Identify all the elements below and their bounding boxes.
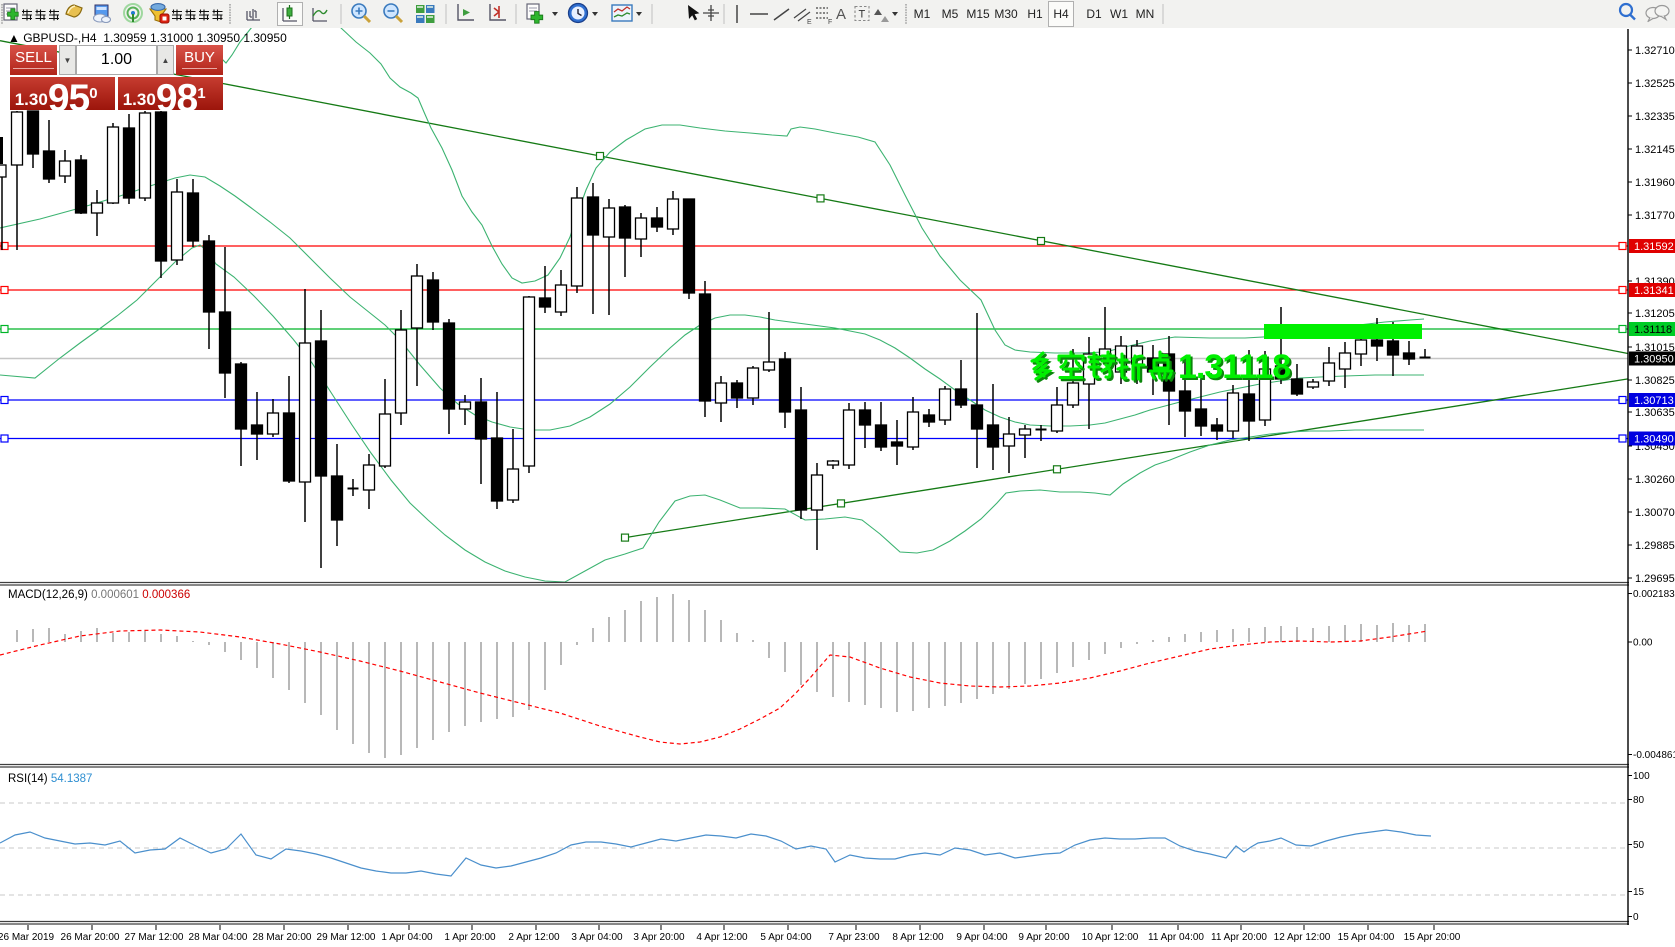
svg-text:1.31592: 1.31592 [1634, 241, 1674, 253]
svg-text:15 Apr 04:00: 15 Apr 04:00 [1338, 932, 1395, 943]
svg-text:RSI(14) 54.1387: RSI(14) 54.1387 [8, 773, 92, 785]
svg-text:1.30260: 1.30260 [1635, 474, 1675, 486]
svg-text:28 Mar 04:00: 28 Mar 04:00 [189, 932, 248, 943]
svg-text:1 Apr 04:00: 1 Apr 04:00 [381, 932, 433, 943]
svg-text:1.30713: 1.30713 [1634, 395, 1674, 407]
svg-text:0.002183: 0.002183 [1633, 589, 1675, 600]
svg-text:0: 0 [1633, 912, 1639, 923]
svg-text:1.30950: 1.30950 [1634, 354, 1674, 366]
svg-text:1.30635: 1.30635 [1635, 407, 1675, 419]
svg-text:D1: D1 [1086, 7, 1102, 21]
svg-text:9 Apr 04:00: 9 Apr 04:00 [956, 932, 1008, 943]
svg-text:8 Apr 12:00: 8 Apr 12:00 [892, 932, 944, 943]
svg-text:-0.004861: -0.004861 [1633, 750, 1675, 761]
svg-text:A: A [836, 6, 846, 23]
svg-text:1.30490: 1.30490 [1634, 434, 1674, 446]
svg-text:M1: M1 [914, 7, 931, 21]
svg-text:10 Apr 12:00: 10 Apr 12:00 [1082, 932, 1139, 943]
svg-text:3 Apr 20:00: 3 Apr 20:00 [633, 932, 685, 943]
svg-text:1.32710: 1.32710 [1635, 45, 1675, 57]
svg-text:26 Mar 2019: 26 Mar 2019 [0, 932, 55, 943]
svg-text:1.31015: 1.31015 [1635, 342, 1675, 354]
svg-text:7 Apr 23:00: 7 Apr 23:00 [828, 932, 880, 943]
svg-text:1.31118: 1.31118 [1634, 324, 1672, 336]
svg-text:MACD(12,26,9) 0.000601 0.00036: MACD(12,26,9) 0.000601 0.000366 [8, 589, 190, 601]
svg-text:H1: H1 [1027, 7, 1043, 21]
svg-text:1.32525: 1.32525 [1635, 78, 1675, 90]
svg-text:1 Apr 20:00: 1 Apr 20:00 [444, 932, 496, 943]
svg-text:F: F [828, 19, 832, 26]
svg-text:100: 100 [1633, 771, 1650, 782]
svg-text:15: 15 [1633, 887, 1645, 898]
svg-text:9 Apr 20:00: 9 Apr 20:00 [1018, 932, 1070, 943]
svg-text:M30: M30 [994, 7, 1018, 21]
svg-text:29 Mar 12:00: 29 Mar 12:00 [317, 932, 376, 943]
svg-text:1.29885: 1.29885 [1635, 540, 1675, 552]
svg-text:12 Apr 12:00: 12 Apr 12:00 [1274, 932, 1331, 943]
svg-text:0.00: 0.00 [1633, 638, 1653, 649]
svg-text:11 Apr 04:00: 11 Apr 04:00 [1148, 932, 1204, 943]
svg-text:1.29695: 1.29695 [1635, 573, 1675, 585]
svg-text:11 Apr 20:00: 11 Apr 20:00 [1211, 932, 1267, 943]
svg-text:28 Mar 20:00: 28 Mar 20:00 [253, 932, 312, 943]
svg-text:5 Apr 04:00: 5 Apr 04:00 [760, 932, 812, 943]
svg-text:15 Apr 20:00: 15 Apr 20:00 [1404, 932, 1461, 943]
svg-text:3 Apr 04:00: 3 Apr 04:00 [571, 932, 623, 943]
svg-text:1.32335: 1.32335 [1635, 111, 1675, 123]
svg-text:1.31118: 1.31118 [1178, 348, 1290, 386]
svg-text:2 Apr 12:00: 2 Apr 12:00 [508, 932, 560, 943]
svg-text:W1: W1 [1110, 7, 1128, 21]
svg-text:1.31341: 1.31341 [1634, 285, 1674, 297]
svg-text:1.31770: 1.31770 [1635, 210, 1675, 222]
svg-text:50: 50 [1633, 840, 1645, 851]
svg-text:T: T [859, 9, 866, 21]
svg-text:27 Mar 12:00: 27 Mar 12:00 [125, 932, 184, 943]
svg-text:1.30070: 1.30070 [1635, 507, 1675, 519]
svg-text:4 Apr 12:00: 4 Apr 12:00 [696, 932, 748, 943]
svg-text:1.31960: 1.31960 [1635, 177, 1675, 189]
svg-text:E: E [807, 19, 812, 26]
svg-text:1.31205: 1.31205 [1635, 308, 1675, 320]
svg-text:26 Mar 20:00: 26 Mar 20:00 [61, 932, 120, 943]
svg-text:MN: MN [1136, 7, 1155, 21]
svg-text:H4: H4 [1053, 7, 1069, 21]
svg-text:1.30825: 1.30825 [1635, 375, 1675, 387]
svg-text:1.31118: 1.31118 [1180, 350, 1292, 388]
svg-text:M15: M15 [966, 7, 990, 21]
svg-text:1.32145: 1.32145 [1635, 144, 1675, 156]
svg-text:M5: M5 [942, 7, 959, 21]
svg-text:80: 80 [1633, 795, 1645, 806]
